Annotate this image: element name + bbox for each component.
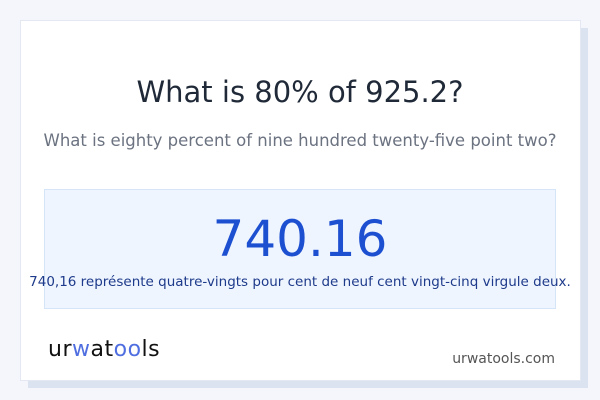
logo: urwatools	[48, 337, 160, 362]
logo-text: ls	[141, 337, 161, 362]
logo-text: oo	[113, 337, 142, 362]
logo-text: w	[72, 337, 91, 362]
logo-text: at	[90, 337, 114, 362]
result-box	[44, 189, 556, 309]
result-words: 740,16 représente quatre-vingts pour cen…	[29, 274, 571, 290]
question-words: What is eighty percent of nine hundred t…	[43, 131, 557, 150]
result-value: 740.16	[212, 210, 388, 268]
logo-text: ur	[48, 337, 72, 362]
page-title: What is 80% of 925.2?	[136, 75, 464, 109]
site-url: urwatools.com	[452, 351, 555, 367]
